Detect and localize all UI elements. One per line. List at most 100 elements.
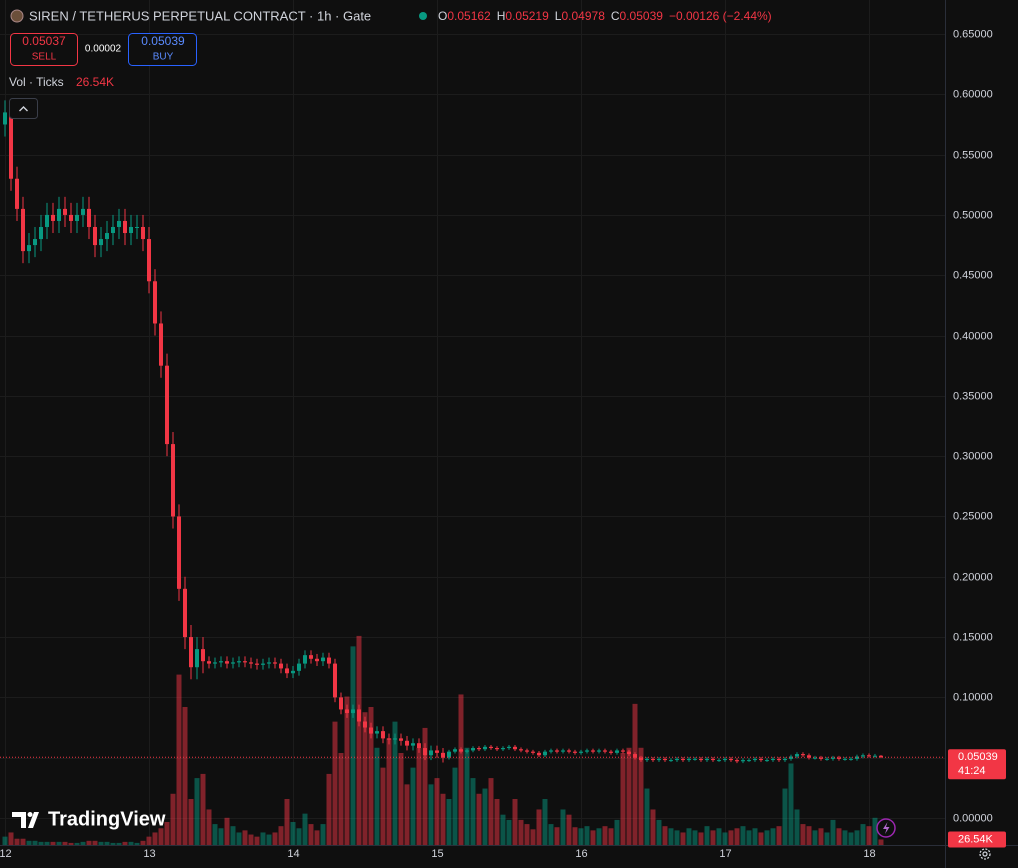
candle-body [254,663,259,665]
volume-bar [38,841,44,845]
candle-body [326,657,331,664]
candle-body [146,239,151,282]
candle-body [344,709,349,714]
candle-body [236,661,241,663]
volume-bar [596,828,602,845]
candle-body [416,743,421,749]
candle-body [140,226,145,240]
candle-body [170,444,175,517]
volume-bar [578,828,584,845]
grid [0,0,945,845]
volume-bar [314,830,320,845]
candle-body [500,748,505,750]
volume-bar [374,747,380,845]
candle-body [224,661,229,664]
candle-body [668,760,673,762]
volume-bar [506,819,512,845]
y-tick-label: 0.00000 [953,812,993,824]
candle-body [278,663,283,669]
candle-body [716,760,721,762]
candle-body [122,220,127,234]
candle-body [92,226,97,246]
volume-bar [218,828,224,845]
buy-button[interactable]: 0.05039 BUY [128,33,197,66]
candle-body [116,220,121,227]
volume-bar [872,817,878,845]
volume-bar [284,799,290,845]
lightning-button[interactable] [876,818,896,838]
ohlc-change: −0.00126 (−2.44%) [669,9,772,23]
candle-body [164,365,169,445]
volume-bar [824,832,830,845]
candle-body [458,749,463,752]
ohlc-value: 0.04978 [561,9,605,23]
candle-body [662,758,667,761]
candle-body [440,752,445,758]
volume-bar [620,753,626,845]
candle-body [308,655,313,659]
buy-price: 0.05039 [141,34,185,48]
buy-label: BUY [153,52,174,63]
candle-body [230,662,235,664]
volume-bar [464,747,470,845]
volume-bar [494,799,500,845]
volume-bar [812,830,818,845]
candle-body [482,746,487,750]
volume-bar [8,832,14,845]
candle-body [452,749,457,752]
candle-body [50,214,55,221]
candle-body [560,750,565,752]
volume-bar [470,778,476,845]
candle-body [350,709,355,714]
candle-body [32,239,37,246]
collapse-button[interactable] [9,98,38,119]
volume-bar [758,832,764,845]
candle-body [776,758,781,761]
candle-body [314,658,319,662]
volume-bar [14,838,20,845]
volume-bar [74,842,80,845]
candle-body [830,757,835,759]
settings-button[interactable] [979,848,991,860]
volume-bar [242,830,248,845]
volume-bar [638,747,644,845]
candle-body [608,751,613,753]
sell-button[interactable]: 0.05037 SELL [10,33,78,66]
candle-body [62,208,67,215]
candle-body [158,323,163,366]
volume-bar [170,793,176,845]
volume-bar [764,830,770,845]
candle-body [692,758,697,760]
candle-body [320,657,325,662]
candle-body [698,758,703,761]
last-price-label: 0.05039 [958,751,998,763]
candle-body [422,748,427,756]
volume-bar [674,830,680,845]
volume-bar [710,830,716,845]
volume-bar [650,809,656,845]
y-tick-label: 0.10000 [953,691,993,703]
x-tick-label: 12 [0,848,12,860]
candle-body [356,709,361,722]
chevron [19,106,28,112]
candle-body [704,758,709,761]
volume-bar [752,828,758,845]
candle-body [398,738,403,741]
candle-body [110,226,115,234]
candle-body [758,758,763,761]
candle-body [872,755,877,757]
volume-bar [866,826,872,845]
candle-body [524,750,529,752]
volume-bar [722,832,728,845]
candle-body [656,758,661,761]
volume-bar [104,841,110,845]
candle-body [572,751,577,753]
volume-bar [308,824,314,845]
candle-body [38,226,43,240]
volume-bar [410,767,416,845]
candle-body [764,760,769,762]
volume-bar [134,842,140,845]
x-tick-label: 18 [863,848,875,860]
candle-body [296,663,301,671]
spread: 0.00002 [85,44,122,55]
